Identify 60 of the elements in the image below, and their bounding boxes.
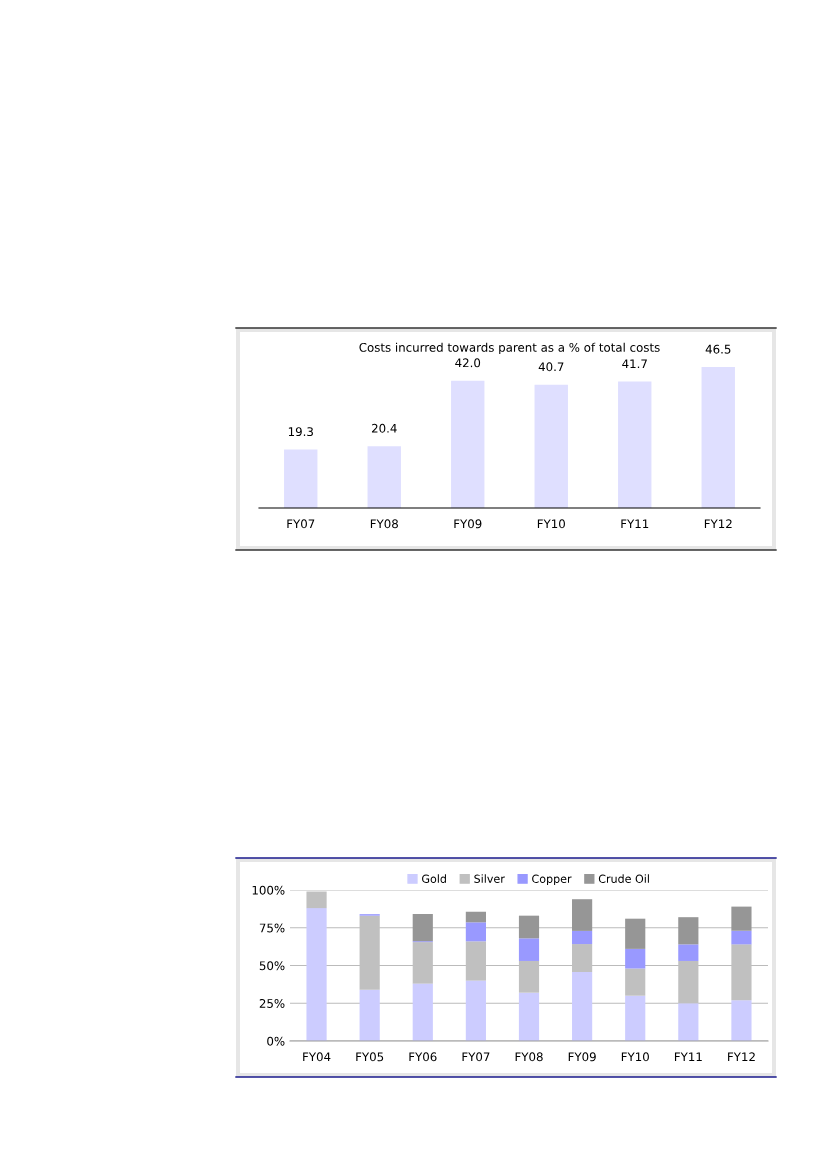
bar xyxy=(572,971,593,1041)
bar xyxy=(731,906,752,931)
bar xyxy=(518,992,540,1041)
bar xyxy=(678,1003,699,1041)
bar xyxy=(518,915,540,939)
bar xyxy=(618,381,652,508)
x-tick-label: FY11 xyxy=(674,1052,702,1062)
bar xyxy=(534,384,568,508)
y-tick-label: 100% xyxy=(252,885,285,895)
data-label: 19.3 xyxy=(288,427,313,437)
bar xyxy=(572,930,593,945)
bar xyxy=(625,968,646,996)
y-tick-label: 25% xyxy=(259,998,285,1008)
chart-title: Costs incurred towards parent as a % of total costs xyxy=(359,342,660,355)
bar xyxy=(678,944,699,961)
y-tick-label: 75% xyxy=(259,923,285,933)
bar xyxy=(306,908,327,1041)
x-tick-label: FY05 xyxy=(356,1052,384,1062)
bar xyxy=(518,938,540,961)
x-tick-label: FY06 xyxy=(409,1052,437,1062)
x-tick-label: FY10 xyxy=(621,1052,649,1062)
data-label: 40.7 xyxy=(538,362,564,372)
bar xyxy=(678,917,699,945)
x-tick-label: FY07 xyxy=(462,1052,490,1062)
legend-label: Crude Oil xyxy=(598,874,649,883)
bar xyxy=(412,914,433,942)
x-tick-label: FY09 xyxy=(568,1052,596,1062)
y-tick-label: 0% xyxy=(267,1036,285,1046)
bar xyxy=(701,367,735,508)
bar xyxy=(572,899,593,931)
x-tick-label: FY04 xyxy=(303,1052,331,1062)
bar xyxy=(465,922,486,942)
bar xyxy=(731,930,752,945)
bar xyxy=(625,918,646,949)
x-tick-label: FY07 xyxy=(287,519,315,529)
bar xyxy=(465,980,486,1041)
bar xyxy=(625,995,646,1041)
bar xyxy=(451,380,485,508)
legend-label: Copper xyxy=(532,874,572,886)
x-tick-label: FY12 xyxy=(704,519,732,529)
data-label: 20.4 xyxy=(371,423,397,433)
bar xyxy=(359,989,380,1041)
x-tick-label: FY08 xyxy=(515,1052,543,1062)
legend-label: Silver xyxy=(474,874,505,883)
x-tick-label: FY12 xyxy=(728,1052,755,1062)
bar xyxy=(367,446,401,508)
bar xyxy=(731,1000,752,1041)
x-tick-label: FY09 xyxy=(454,519,482,529)
bar xyxy=(412,983,433,1041)
bar xyxy=(284,449,318,508)
y-tick-label: 50% xyxy=(259,961,285,971)
bar xyxy=(625,948,646,969)
x-tick-label: FY11 xyxy=(621,519,649,529)
x-tick-label: FY08 xyxy=(370,519,398,529)
legend-label: Gold xyxy=(422,874,446,883)
data-label: 46.5 xyxy=(705,344,731,354)
data-label: 41.7 xyxy=(622,359,647,369)
data-label: 42.0 xyxy=(455,358,481,368)
bar xyxy=(465,911,486,923)
x-tick-label: FY10 xyxy=(537,519,565,529)
